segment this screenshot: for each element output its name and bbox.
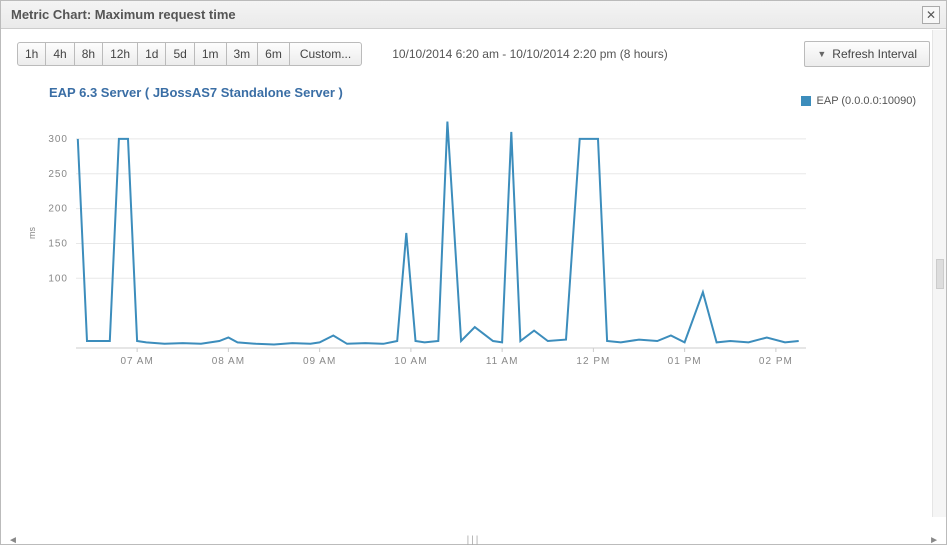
svg-text:100: 100 (48, 273, 68, 284)
metric-chart-window: Metric Chart: Maximum request time ✕ 1h4… (0, 0, 947, 545)
scrollbar-grip[interactable] (936, 259, 944, 289)
line-chart: 100 150 200 250 300 ms 07 AM 08 AM 09 AM 10 AM 11 … (21, 108, 821, 368)
range-button-1d[interactable]: 1d (137, 42, 166, 66)
legend-series-label: EAP (0.0.0.0:10090) (817, 95, 916, 107)
svg-text:ms: ms (27, 227, 37, 239)
svg-text:11 AM: 11 AM (486, 356, 519, 367)
scroll-left-icon[interactable]: ◄ (6, 535, 20, 546)
scroll-right-icon[interactable]: ► (927, 535, 941, 546)
range-button-1m[interactable]: 1m (194, 42, 227, 66)
range-button-custom[interactable]: Custom... (289, 42, 362, 66)
legend: EAP (0.0.0.0:10090) (801, 95, 916, 107)
caret-down-icon: ▼ (817, 49, 826, 59)
horizontal-scrollbar[interactable]: ◄ ||| ► (6, 533, 941, 547)
time-range-buttons: 1h4h8h12h1d5d1m3m6mCustom... (17, 42, 362, 66)
svg-text:150: 150 (48, 238, 68, 249)
window-title: Metric Chart: Maximum request time (11, 7, 236, 22)
range-button-4h[interactable]: 4h (45, 42, 74, 66)
svg-text:02 PM: 02 PM (759, 356, 793, 367)
svg-text:250: 250 (48, 169, 68, 180)
svg-text:08 AM: 08 AM (212, 356, 245, 367)
chart-title: EAP 6.3 Server ( JBossAS7 Standalone Ser… (21, 79, 926, 108)
range-button-6m[interactable]: 6m (257, 42, 290, 66)
range-button-12h[interactable]: 12h (102, 42, 138, 66)
svg-text:01 PM: 01 PM (668, 356, 702, 367)
svg-text:300: 300 (48, 134, 68, 145)
refresh-interval-button[interactable]: ▼ Refresh Interval (804, 41, 930, 67)
titlebar: Metric Chart: Maximum request time ✕ (1, 1, 946, 29)
time-range-label: 10/10/2014 6:20 am - 10/10/2014 2:20 pm … (382, 47, 784, 61)
refresh-interval-label: Refresh Interval (832, 47, 917, 61)
range-button-1h[interactable]: 1h (17, 42, 46, 66)
range-button-8h[interactable]: 8h (74, 42, 103, 66)
scroll-grip-icon: ||| (467, 535, 481, 546)
vertical-scrollbar[interactable] (932, 30, 946, 517)
close-icon[interactable]: ✕ (922, 6, 940, 24)
legend-swatch (801, 96, 811, 106)
svg-text:12 PM: 12 PM (576, 356, 610, 367)
toolbar: 1h4h8h12h1d5d1m3m6mCustom... 10/10/2014 … (1, 29, 946, 75)
svg-text:200: 200 (48, 204, 68, 215)
svg-text:10 AM: 10 AM (394, 356, 427, 367)
range-button-3m[interactable]: 3m (226, 42, 259, 66)
range-button-5d[interactable]: 5d (165, 42, 194, 66)
svg-text:07 AM: 07 AM (120, 356, 153, 367)
chart-area: EAP 6.3 Server ( JBossAS7 Standalone Ser… (1, 75, 946, 544)
svg-text:09 AM: 09 AM (303, 356, 336, 367)
